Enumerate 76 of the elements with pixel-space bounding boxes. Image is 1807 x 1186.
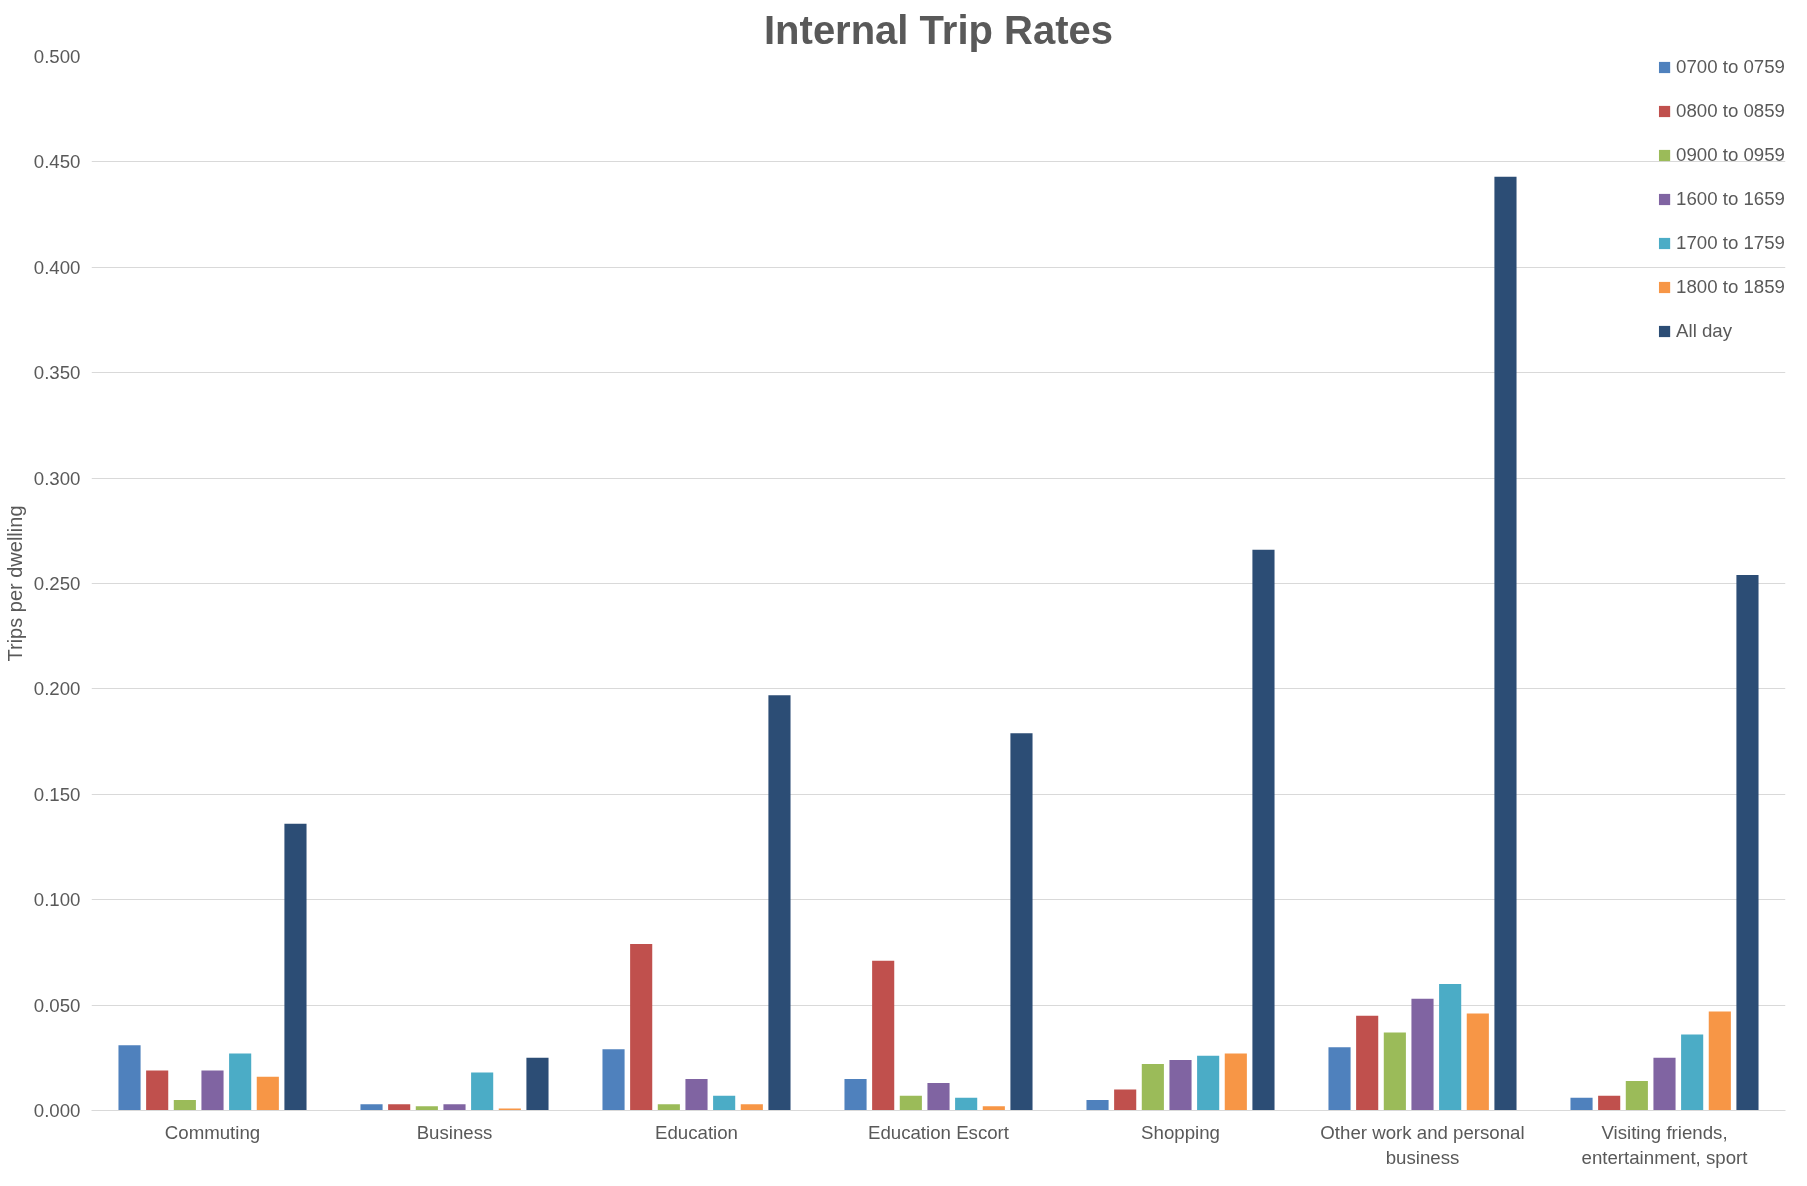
bar [602, 1049, 625, 1111]
bar [201, 1070, 224, 1111]
bar [1224, 1053, 1247, 1111]
x-tick-label: Business [416, 1121, 493, 1143]
bar [498, 1108, 521, 1111]
bar [1466, 1013, 1489, 1111]
chart-title: Internal Trip Rates [764, 7, 1113, 52]
bar [982, 1106, 1005, 1111]
bar [1252, 549, 1275, 1111]
bar [1439, 984, 1462, 1111]
bar [630, 943, 653, 1111]
y-tick-label: 0.050 [33, 994, 81, 1016]
y-tick-label: 0.350 [33, 362, 81, 384]
bar [768, 695, 791, 1111]
bar [1197, 1055, 1220, 1111]
bar [1169, 1059, 1192, 1111]
x-tick-label: Commuting [164, 1121, 261, 1143]
bar [1494, 176, 1517, 1111]
bar [657, 1104, 680, 1111]
bar [388, 1104, 411, 1111]
bar [471, 1072, 494, 1111]
y-tick-label: 0.200 [33, 678, 81, 700]
bar [685, 1078, 708, 1111]
bar [713, 1095, 736, 1111]
y-tick-label: 0.000 [33, 1100, 81, 1121]
bar [740, 1104, 763, 1111]
bar [1356, 1015, 1379, 1111]
bar [1570, 1097, 1593, 1111]
bar [872, 960, 895, 1111]
bar [146, 1070, 169, 1111]
legend-label: 1700 to 1759 [1676, 232, 1785, 254]
bar [1708, 1011, 1731, 1111]
legend-label: All day [1676, 320, 1733, 342]
bar [844, 1078, 867, 1111]
legend-label: 1800 to 1859 [1676, 276, 1785, 298]
y-tick-label: 0.400 [33, 256, 81, 278]
x-tick-label: Education Escort [867, 1121, 1010, 1143]
y-tick-label: 0.500 [33, 46, 81, 67]
bar [443, 1104, 466, 1111]
legend-label: 1600 to 1659 [1676, 188, 1785, 210]
x-tick-label: Visiting friends, entertainment, sport [1581, 1121, 1749, 1168]
x-tick-label: Other work and personal business [1320, 1121, 1525, 1168]
x-tick-label: Education [655, 1121, 738, 1143]
bar [1653, 1057, 1676, 1111]
bar [1383, 1032, 1406, 1111]
bar [899, 1095, 922, 1111]
legend-label: 0900 to 0959 [1676, 144, 1785, 166]
bar [229, 1053, 252, 1111]
bar [1736, 575, 1759, 1111]
legend-label: 0800 to 0859 [1676, 100, 1785, 122]
y-tick-label: 0.100 [33, 889, 81, 911]
bar [955, 1097, 978, 1111]
bar [1411, 998, 1434, 1111]
bar [1598, 1095, 1621, 1111]
bar [927, 1083, 950, 1111]
bar [256, 1076, 279, 1111]
y-tick-label: 0.250 [33, 573, 81, 594]
bar [1625, 1080, 1648, 1111]
bar [173, 1099, 196, 1111]
bar [1141, 1064, 1164, 1111]
bar [415, 1106, 438, 1111]
legend-label: 0700 to 0759 [1676, 56, 1785, 78]
y-tick-label: 0.450 [33, 151, 81, 173]
bar [1328, 1047, 1351, 1111]
bar [1010, 733, 1033, 1111]
bar [526, 1057, 549, 1111]
y-tick-label: 0.300 [33, 467, 81, 489]
y-tick-label: 0.150 [33, 783, 81, 805]
bar [1681, 1034, 1704, 1111]
bar [284, 823, 307, 1111]
x-tick-label: Shopping [1141, 1121, 1220, 1143]
bar [1114, 1089, 1137, 1111]
bar [1086, 1099, 1109, 1111]
y-axis-title: Trips per dwelling [3, 505, 26, 662]
bar [360, 1104, 383, 1111]
bar [118, 1045, 141, 1111]
